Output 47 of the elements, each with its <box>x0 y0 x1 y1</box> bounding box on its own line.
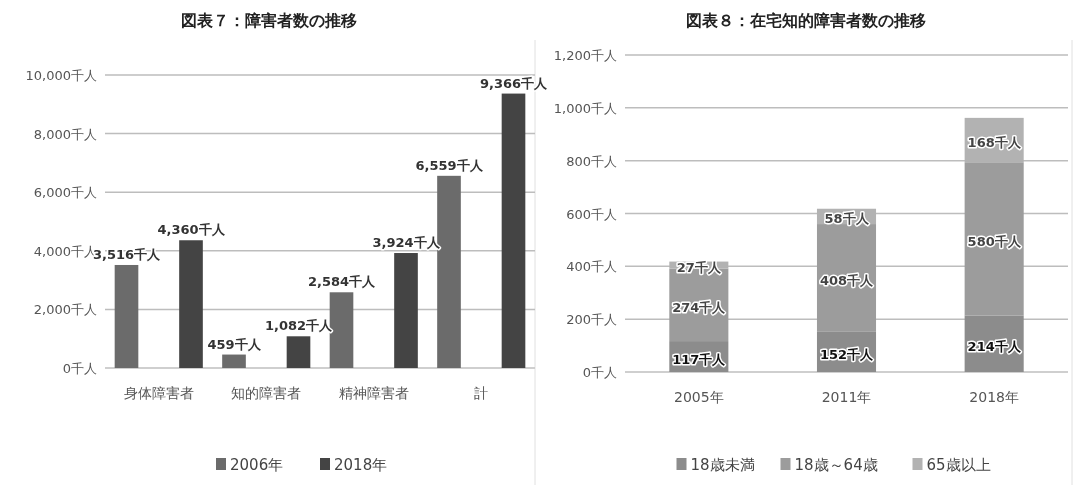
x-tick-label: 2005年 <box>674 389 724 405</box>
y-tick-label: 200千人 <box>566 312 617 328</box>
y-tick-label: 400千人 <box>566 259 617 275</box>
data-label: 152千人 <box>819 346 875 362</box>
y-tick-label: 0千人 <box>582 365 617 380</box>
y-tick-label: 1,200千人 <box>553 48 617 63</box>
data-label: 117千人 <box>672 351 727 367</box>
legend-label: 2006年 <box>230 456 284 474</box>
bar <box>964 162 1024 316</box>
data-label: 168千人 <box>967 135 1022 151</box>
y-tick-label: 6,000千人 <box>33 185 97 201</box>
data-label: 580千人 <box>967 233 1022 249</box>
x-tick-label: 2018年 <box>969 389 1019 405</box>
x-tick-label: 身体障害者 <box>123 385 194 401</box>
y-tick-label: 600千人 <box>566 206 617 222</box>
chart-title: 図表８：在宅知的障害者数の推移 <box>685 11 926 30</box>
bar <box>501 93 526 368</box>
bar <box>114 264 139 368</box>
bar <box>286 336 311 368</box>
data-label: 58千人 <box>824 211 870 227</box>
y-tick-label: 10,000千人 <box>25 68 97 83</box>
x-tick-label: 精神障害者 <box>338 385 409 401</box>
chart-title: 図表７：障害者数の推移 <box>180 11 357 30</box>
data-label: 274千人 <box>672 299 727 315</box>
data-label: 214千人 <box>967 338 1022 354</box>
legend-label: 2018年 <box>334 456 388 474</box>
data-label: 4,360千人 <box>157 222 226 238</box>
y-tick-label: 800千人 <box>566 153 617 169</box>
y-tick-label: 0千人 <box>62 361 97 376</box>
x-tick-label: 2011年 <box>821 389 872 405</box>
bar <box>394 253 418 368</box>
legend-label: 18歳～64歳 <box>794 456 878 474</box>
data-label: 6,559千人 <box>415 157 484 173</box>
bar <box>222 354 246 368</box>
data-label: 27千人 <box>676 260 722 276</box>
data-label: 9,366千人 <box>479 75 549 91</box>
x-tick-label: 知的障害者 <box>231 385 302 401</box>
y-tick-label: 2,000千人 <box>33 302 97 318</box>
legend-label: 18歳未満 <box>690 456 755 474</box>
y-tick-label: 1,000千人 <box>553 100 617 116</box>
y-tick-label: 8,000千人 <box>33 126 97 142</box>
data-label: 408千人 <box>819 272 875 288</box>
data-label: 459千人 <box>207 336 262 352</box>
legend-label: 65歳以上 <box>926 456 991 474</box>
bar <box>179 240 203 368</box>
x-tick-label: 計 <box>474 385 489 401</box>
data-label: 2,584千人 <box>307 274 377 290</box>
